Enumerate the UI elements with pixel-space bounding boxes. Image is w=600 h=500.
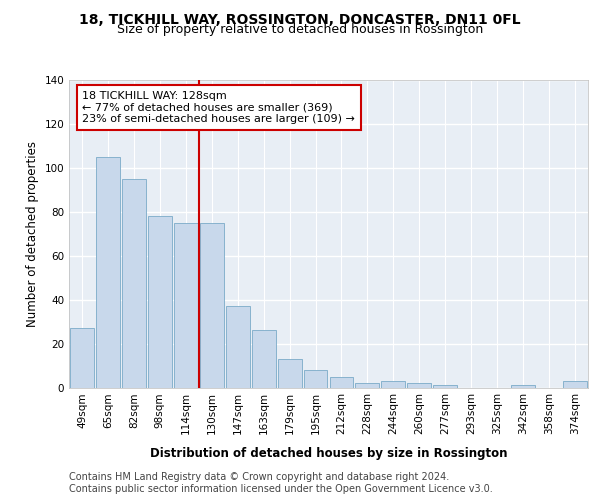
- Text: Contains HM Land Registry data © Crown copyright and database right 2024.
Contai: Contains HM Land Registry data © Crown c…: [69, 472, 493, 494]
- Bar: [251, 330, 275, 388]
- Bar: [96, 157, 120, 388]
- Bar: [304, 370, 328, 388]
- Text: 18 TICKHILL WAY: 128sqm
← 77% of detached houses are smaller (369)
23% of semi-d: 18 TICKHILL WAY: 128sqm ← 77% of detache…: [82, 91, 355, 124]
- Bar: [511, 386, 535, 388]
- Bar: [226, 306, 250, 388]
- Bar: [148, 216, 172, 388]
- Text: Distribution of detached houses by size in Rossington: Distribution of detached houses by size …: [150, 448, 508, 460]
- Bar: [433, 386, 457, 388]
- Y-axis label: Number of detached properties: Number of detached properties: [26, 141, 39, 327]
- Bar: [70, 328, 94, 388]
- Text: 18, TICKHILL WAY, ROSSINGTON, DONCASTER, DN11 0FL: 18, TICKHILL WAY, ROSSINGTON, DONCASTER,…: [79, 12, 521, 26]
- Bar: [174, 223, 198, 388]
- Text: Size of property relative to detached houses in Rossington: Size of property relative to detached ho…: [117, 22, 483, 36]
- Bar: [355, 383, 379, 388]
- Bar: [329, 376, 353, 388]
- Bar: [407, 383, 431, 388]
- Bar: [278, 359, 302, 388]
- Bar: [200, 223, 224, 388]
- Bar: [382, 381, 406, 388]
- Bar: [563, 381, 587, 388]
- Bar: [122, 179, 146, 388]
